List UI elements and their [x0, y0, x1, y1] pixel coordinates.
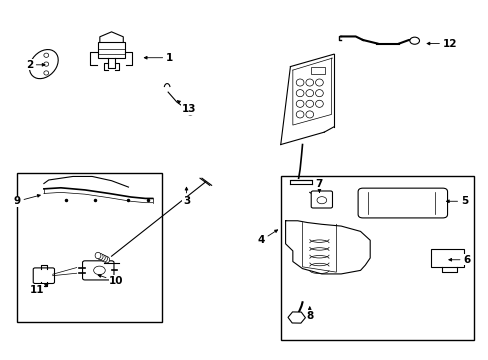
Ellipse shape: [29, 50, 58, 78]
Text: 13: 13: [177, 101, 196, 114]
Circle shape: [94, 266, 105, 275]
Bar: [98, 42, 125, 58]
Bar: [430, 249, 464, 267]
Text: 5: 5: [446, 196, 467, 206]
Text: 8: 8: [305, 307, 313, 321]
Ellipse shape: [296, 90, 304, 97]
Ellipse shape: [296, 79, 304, 86]
Circle shape: [316, 197, 326, 204]
Ellipse shape: [315, 100, 323, 107]
Circle shape: [409, 37, 419, 44]
Circle shape: [186, 110, 193, 115]
Ellipse shape: [103, 257, 109, 263]
FancyBboxPatch shape: [33, 268, 54, 283]
Text: 12: 12: [426, 39, 456, 49]
Text: 3: 3: [183, 187, 190, 206]
Text: 4: 4: [257, 230, 277, 245]
Text: 9: 9: [14, 194, 40, 206]
FancyBboxPatch shape: [357, 188, 447, 218]
Text: 6: 6: [448, 255, 469, 265]
FancyBboxPatch shape: [310, 191, 332, 208]
Ellipse shape: [44, 53, 49, 57]
Ellipse shape: [305, 90, 313, 97]
FancyBboxPatch shape: [82, 261, 114, 280]
Text: 11: 11: [29, 284, 48, 295]
Bar: [310, 67, 325, 74]
Ellipse shape: [305, 100, 313, 107]
Bar: [17, 173, 162, 322]
Text: 1: 1: [144, 53, 173, 63]
Text: 7: 7: [315, 179, 323, 192]
Ellipse shape: [44, 71, 49, 75]
Ellipse shape: [305, 111, 313, 118]
Polygon shape: [285, 221, 369, 274]
Ellipse shape: [44, 62, 49, 66]
Ellipse shape: [315, 79, 323, 86]
Ellipse shape: [315, 90, 323, 97]
Ellipse shape: [296, 100, 304, 107]
Ellipse shape: [305, 79, 313, 86]
Ellipse shape: [102, 256, 107, 262]
Ellipse shape: [99, 255, 105, 261]
Ellipse shape: [95, 252, 101, 259]
Bar: [280, 176, 473, 339]
Ellipse shape: [97, 253, 103, 260]
Text: 2: 2: [26, 60, 45, 70]
Ellipse shape: [296, 111, 304, 118]
Text: 10: 10: [98, 275, 123, 286]
